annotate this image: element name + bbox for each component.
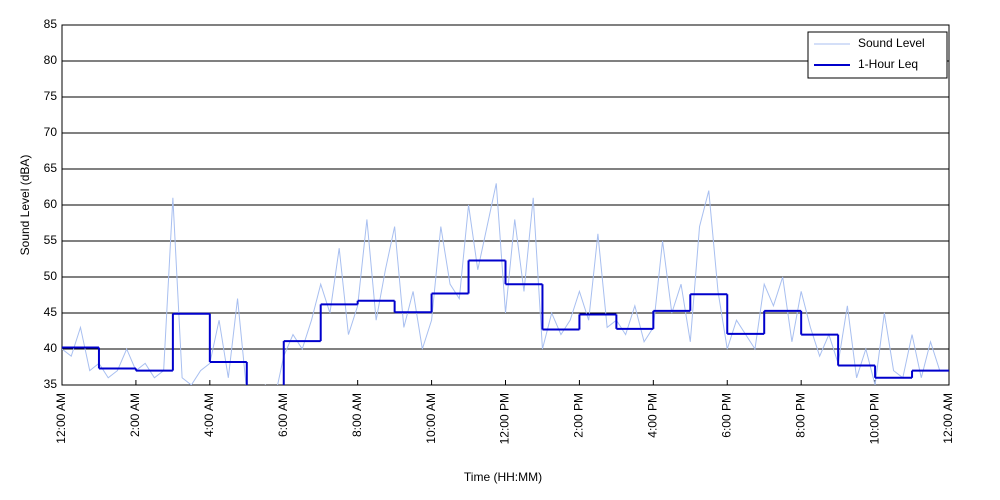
x-tick-label: 4:00 AM: [202, 393, 216, 437]
x-tick-label: 12:00 AM: [54, 393, 68, 444]
legend-label: Sound Level: [858, 36, 925, 50]
x-tick-label: 10:00 PM: [867, 393, 881, 444]
y-tick-label: 35: [44, 377, 58, 391]
y-axis-label: Sound Level (dBA): [18, 155, 32, 256]
y-tick-label: 75: [44, 89, 58, 103]
x-tick-label: 2:00 PM: [572, 393, 586, 438]
y-tick-label: 55: [44, 233, 58, 247]
legend-label: 1-Hour Leq: [858, 57, 918, 71]
legend-box: [807, 31, 948, 79]
x-tick-label: 12:00 PM: [498, 393, 512, 444]
y-tick-label: 40: [44, 341, 58, 355]
x-tick-label: 8:00 AM: [350, 393, 364, 437]
y-tick-label: 65: [44, 161, 58, 175]
y-tick-label: 45: [44, 305, 58, 319]
legend: Sound Level 1-Hour Leq: [807, 31, 948, 79]
y-tick-label: 60: [44, 197, 58, 211]
y-tick-label: 70: [44, 125, 58, 139]
y-tick-label: 50: [44, 269, 58, 283]
x-axis-label: Time (HH:MM): [464, 470, 542, 484]
x-tick-label: 2:00 AM: [128, 393, 142, 437]
x-tick-label: 6:00 PM: [719, 393, 733, 438]
x-tick-label: 6:00 AM: [276, 393, 290, 437]
plot: [62, 183, 949, 385]
y-tick-label: 80: [44, 53, 58, 67]
x-tick-label: 8:00 PM: [793, 393, 807, 438]
sound-line: [62, 183, 941, 385]
grid: 35 40 45 50 55 60 65 70 75 80 85 12:00 AM 2:00 AM 4:0…: [44, 17, 956, 444]
x-tick-label: 12:00 AM: [941, 393, 955, 444]
x-tick-label: 10:00 AM: [424, 393, 438, 444]
x-tick-label: 4:00 PM: [646, 393, 660, 438]
y-tick-label: 85: [44, 17, 58, 31]
